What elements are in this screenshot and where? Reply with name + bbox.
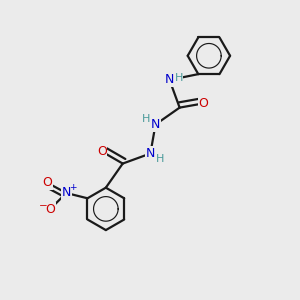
Text: −: −: [39, 201, 48, 211]
Text: N: N: [151, 118, 160, 131]
Text: N: N: [146, 147, 155, 160]
Text: N: N: [61, 187, 71, 200]
Text: +: +: [69, 183, 76, 192]
Text: O: O: [97, 145, 107, 158]
Text: H: H: [175, 74, 183, 83]
Text: O: O: [45, 203, 55, 216]
Text: H: H: [142, 114, 150, 124]
Text: N: N: [165, 74, 174, 86]
Text: O: O: [199, 97, 208, 110]
Text: O: O: [42, 176, 52, 189]
Text: H: H: [156, 154, 164, 164]
